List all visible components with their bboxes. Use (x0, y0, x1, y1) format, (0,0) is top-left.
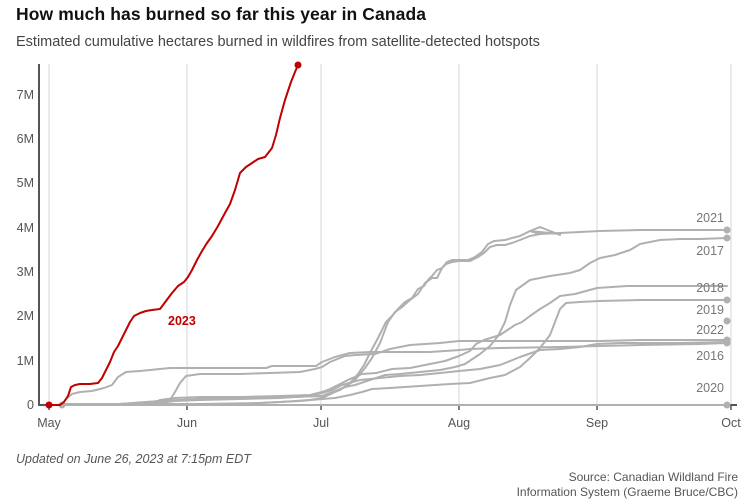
series-line-2023 (48, 64, 299, 406)
end-marker-2018 (723, 296, 731, 304)
x-axis-labels: May Jun Jul Aug Sep Oct (37, 416, 741, 430)
x-tick-aug: Aug (448, 416, 470, 430)
label-2020: 2020 (696, 381, 724, 395)
series-line-2022 (61, 285, 728, 405)
chart-subtitle: Estimated cumulative hectares burned in … (16, 34, 540, 50)
end-marker-2021 (723, 226, 731, 234)
y-tick-4m: 4M (17, 221, 34, 235)
end-marker-2019 (723, 317, 731, 325)
series-line-2021-main (61, 229, 728, 405)
end-marker-2017 (723, 234, 731, 242)
y-tick-0: 0 (27, 398, 34, 412)
y-tick-1m: 1M (17, 354, 34, 368)
updated-timestamp: Updated on June 26, 2023 at 7:15pm EDT (16, 452, 251, 466)
label-2022: 2022 (696, 323, 724, 337)
series-line-2018 (61, 299, 728, 405)
y-tick-7m: 7M (17, 88, 34, 102)
y-tick-5m: 5M (17, 176, 34, 190)
label-2023: 2023 (168, 314, 196, 328)
label-2018: 2018 (696, 281, 724, 295)
source-credit: Source: Canadian Wildland Fire Informati… (517, 470, 738, 500)
source-line-1: Source: Canadian Wildland Fire (568, 470, 738, 484)
series-end-markers (58, 226, 731, 409)
source-line-2: Information System (Graeme Bruce/CBC) (516, 485, 738, 499)
label-2017: 2017 (696, 244, 724, 258)
chart-title: How much has burned so far this year in … (16, 4, 427, 24)
x-tick-oct: Oct (721, 416, 741, 430)
y-tick-6m: 6M (17, 132, 34, 146)
series-line-2019 (61, 339, 728, 405)
series-line-2022-alt (61, 341, 728, 405)
y-axis-labels: 0 1M 2M 3M 4M 5M 6M 7M (17, 88, 34, 412)
series-line-2017 (61, 237, 728, 405)
end-marker-2023 (294, 61, 302, 69)
x-tick-may: May (37, 416, 61, 430)
x-tick-jun: Jun (177, 416, 197, 430)
line-chart: 0 1M 2M 3M 4M 5M 6M 7M May Jun Jul Aug S… (17, 61, 741, 430)
end-marker-2020 (723, 401, 731, 409)
label-2016: 2016 (696, 349, 724, 363)
label-2021: 2021 (696, 211, 724, 225)
x-tick-sep: Sep (586, 416, 608, 430)
start-marker-2023 (45, 401, 53, 409)
series-labels: 2021 2017 2018 2019 2022 2016 2020 (696, 211, 724, 395)
end-marker-2016 (723, 339, 731, 347)
y-tick-2m: 2M (17, 309, 34, 323)
gridlines (48, 64, 732, 405)
y-tick-3m: 3M (17, 265, 34, 279)
x-tick-jul: Jul (313, 416, 329, 430)
label-2019: 2019 (696, 303, 724, 317)
series-line-2016 (61, 342, 728, 405)
